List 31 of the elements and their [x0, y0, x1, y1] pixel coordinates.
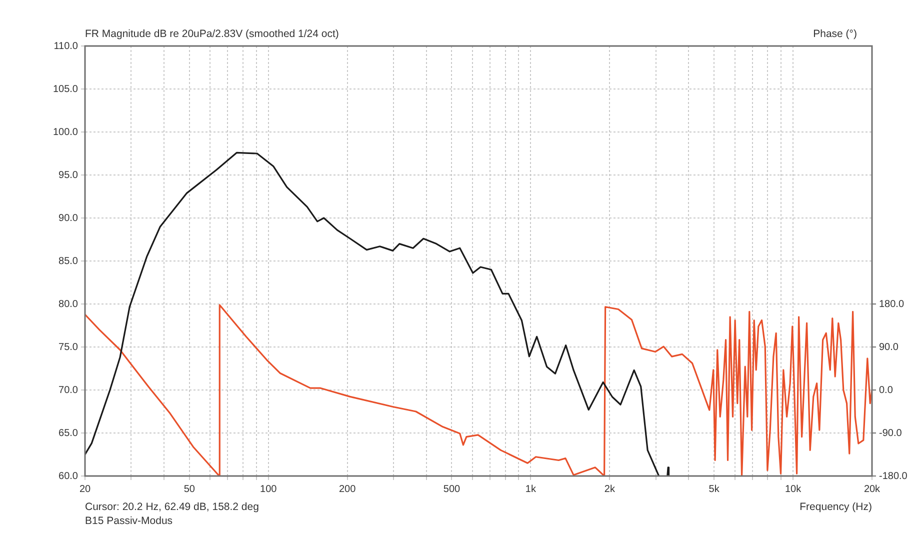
y-tick-label: 65.0 [58, 428, 78, 439]
y2-tick-label: 90.0 [879, 342, 899, 353]
y-tick-label: 60.0 [58, 470, 78, 482]
x-tick-label: 20 [79, 484, 91, 495]
x-tick-label: 2k [604, 484, 616, 495]
x-tick-label: 5k [708, 484, 720, 495]
x-tick-label: 10k [784, 484, 802, 495]
y2-tick-label: -90.0 [879, 428, 902, 439]
y-tick-label: 70.0 [58, 384, 78, 396]
y-tick-label: 95.0 [58, 170, 78, 181]
y2-tick-label: 0.0 [879, 384, 894, 396]
x-tick-label: 1k [525, 484, 537, 495]
y2-axis-title: Phase (°) [813, 28, 857, 41]
x-axis-title: Frequency (Hz) [800, 501, 872, 514]
y-tick-label: 75.0 [58, 342, 78, 353]
text: B15 Passiv-Modus [85, 515, 173, 528]
y-tick-label: 110.0 [54, 40, 78, 52]
x-tick-label: 20k [864, 484, 882, 495]
y-tick-label: 80.0 [58, 298, 78, 310]
chart-title: FR Magnitude dB re 20uPa/2.83V (smoothed 1/24 oct) [85, 28, 339, 41]
x-tick-label: 100 [260, 484, 278, 495]
x-tick-label: 50 [184, 484, 196, 495]
y2-tick-label: 180.0 [879, 298, 904, 310]
y-tick-label: 90.0 [58, 212, 78, 224]
x-tick-label: 500 [443, 484, 461, 495]
text: Cursor: 20.2 Hz, 62.49 dB, 158.2 deg [85, 501, 259, 514]
y-tick-label: 85.0 [58, 256, 78, 267]
x-tick-label: 200 [338, 484, 356, 495]
y2-tick-label: -180.0 [879, 470, 908, 482]
y-tick-label: 105.0 [52, 84, 78, 95]
y-tick-label: 100.0 [52, 126, 78, 138]
